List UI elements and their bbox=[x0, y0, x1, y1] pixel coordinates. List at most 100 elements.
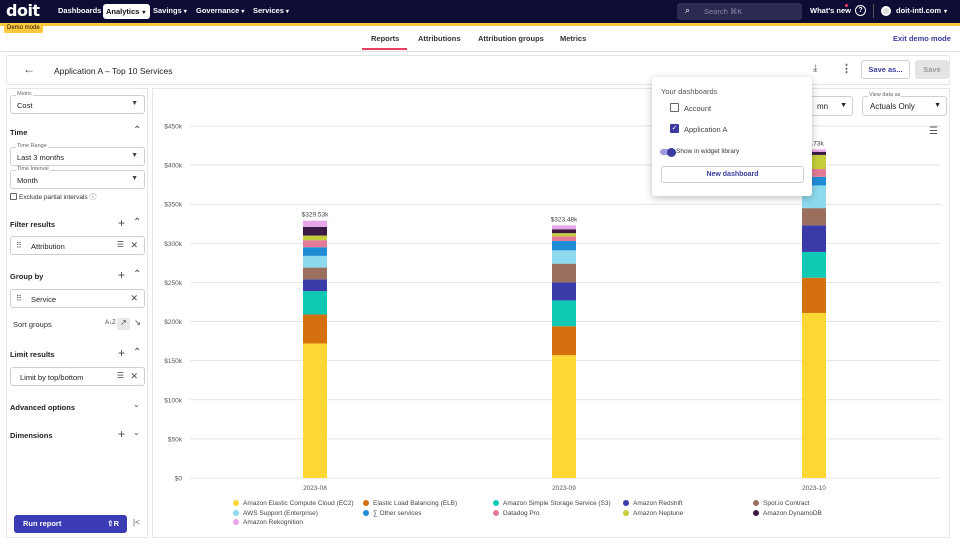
checkbox-checked-icon: ✓ bbox=[670, 124, 679, 133]
nav-dashboards[interactable]: Dashboards bbox=[58, 6, 102, 15]
legend-label: Spot.io Contract bbox=[763, 500, 810, 507]
report-config-sidebar: Metric Cost ▼ Time ⌃ Time Range Last 3 m… bbox=[6, 88, 148, 538]
drag-handle-icon[interactable]: ⠿ bbox=[16, 241, 22, 250]
save-as-button[interactable]: Save as... bbox=[861, 60, 910, 79]
metric-select[interactable]: Metric Cost ▼ bbox=[10, 91, 145, 114]
tab-reports[interactable]: Reports bbox=[371, 34, 400, 43]
add-icon[interactable]: + bbox=[118, 216, 126, 230]
dimensions-heading[interactable]: Dimensions bbox=[10, 431, 53, 440]
legend-item[interactable]: Spot.io Contract bbox=[753, 500, 810, 507]
sort-trend-up-icon[interactable]: ↗ bbox=[117, 318, 130, 330]
chevron-up-icon[interactable]: ⌃ bbox=[133, 347, 142, 358]
account-name[interactable]: doit-intl.com ▾ bbox=[896, 6, 947, 15]
metric-value: Cost bbox=[17, 101, 33, 110]
info-icon: ⓘ bbox=[89, 194, 97, 201]
save-button[interactable]: Save bbox=[915, 60, 949, 79]
limit-top-bottom-chip[interactable]: Limit by top/bottom ☰ ✕ bbox=[10, 367, 145, 386]
legend-item[interactable]: Amazon Redshift bbox=[623, 500, 683, 507]
bar-total-label: $4.73k bbox=[804, 140, 824, 147]
legend-item[interactable]: Amazon Rekognition bbox=[233, 519, 303, 526]
legend-item[interactable]: Elastic Load Balancing (ELB) bbox=[363, 500, 457, 507]
legend-swatch bbox=[493, 500, 499, 506]
run-report-shortcut: ⇧R bbox=[107, 519, 119, 528]
filter-results-heading: Filter results bbox=[10, 220, 56, 229]
legend-item[interactable]: Amazon Neptune bbox=[623, 509, 683, 517]
legend-swatch bbox=[363, 500, 369, 506]
legend-swatch bbox=[623, 509, 629, 516]
legend-swatch bbox=[233, 519, 239, 525]
tab-attributions[interactable]: Attributions bbox=[418, 34, 461, 43]
service-group-chip[interactable]: ⠿ Service ✕ bbox=[10, 289, 145, 308]
legend-item[interactable]: Amazon Simple Storage Service (S3) bbox=[493, 500, 611, 507]
y-tick-label: $50k bbox=[168, 436, 183, 443]
filter-icon[interactable]: ☰ bbox=[116, 371, 124, 380]
run-report-button[interactable]: Run report ⇧R bbox=[14, 515, 127, 533]
y-tick-label: $250k bbox=[164, 280, 182, 287]
legend-item[interactable]: Amazon Elastic Compute Cloud (EC2) bbox=[233, 500, 354, 507]
attribution-filter-chip[interactable]: ⠿ Attribution ☰ ✕ bbox=[10, 236, 145, 255]
bar-total-label: $329.53k bbox=[302, 212, 329, 219]
chevron-up-icon[interactable]: ⌃ bbox=[133, 125, 142, 136]
tab-metrics[interactable]: Metrics bbox=[560, 34, 587, 43]
bar-segment bbox=[552, 240, 576, 251]
whats-new-link[interactable]: What's new bbox=[810, 6, 851, 15]
bar-segment bbox=[552, 233, 576, 237]
chevron-down-icon[interactable]: ⌄ bbox=[133, 428, 140, 437]
new-dashboard-button[interactable]: New dashboard bbox=[661, 166, 804, 183]
sort-alpha-icon[interactable]: A↓Z bbox=[105, 320, 116, 326]
view-data-as-label: View data as bbox=[868, 92, 902, 98]
time-range-select[interactable]: Time Range Last 3 months ▼ bbox=[10, 143, 145, 166]
chevron-down-icon: ▾ bbox=[183, 9, 187, 15]
filter-icon[interactable]: ☰ bbox=[116, 240, 124, 249]
more-vert-icon[interactable]: ⋮ bbox=[841, 63, 852, 75]
bar-segment bbox=[303, 255, 327, 268]
tab-attribution-groups[interactable]: Attribution groups bbox=[478, 34, 544, 43]
report-title[interactable]: Application A – Top 10 Services bbox=[54, 66, 173, 76]
chevron-down-icon: ▾ bbox=[944, 9, 948, 15]
widget-library-toggle[interactable] bbox=[660, 147, 676, 157]
drag-handle-icon[interactable]: ⠿ bbox=[16, 294, 22, 303]
add-icon[interactable]: + bbox=[118, 427, 126, 441]
nav-services[interactable]: Services ▾ bbox=[253, 6, 289, 15]
add-icon[interactable]: + bbox=[118, 268, 126, 282]
help-icon[interactable]: ? bbox=[855, 5, 866, 16]
exit-demo-mode-link[interactable]: Exit demo mode bbox=[893, 34, 951, 43]
account-avatar-icon[interactable] bbox=[881, 6, 891, 16]
close-icon[interactable]: ✕ bbox=[130, 293, 138, 303]
legend-item[interactable]: Amazon DynamoDB bbox=[753, 509, 822, 517]
view-data-as-select[interactable]: View data as Actuals Only ▼ bbox=[862, 92, 947, 116]
bar-segment bbox=[552, 263, 576, 283]
chevron-up-icon[interactable]: ⌃ bbox=[133, 269, 142, 280]
nav-services-label: Services bbox=[253, 6, 284, 15]
dashboard-application-a-checkbox[interactable]: ✓ bbox=[670, 124, 682, 134]
download-icon[interactable]: ⤓ bbox=[813, 63, 818, 74]
time-interval-label: Time Interval bbox=[16, 166, 50, 172]
time-interval-select[interactable]: Time Interval Month ▼ bbox=[10, 166, 145, 189]
sort-trend-down-icon[interactable]: ↘ bbox=[134, 318, 141, 327]
legend-item[interactable]: ∑ Other services bbox=[363, 509, 421, 517]
legend-item[interactable]: Datadog Pro bbox=[493, 509, 540, 517]
exclude-partial-checkbox[interactable]: Exclude partial intervals ⓘ bbox=[10, 192, 96, 202]
dashboard-account-label[interactable]: Account bbox=[684, 104, 712, 113]
chevron-up-icon[interactable]: ⌃ bbox=[133, 217, 142, 228]
chevron-down-icon[interactable]: ⌄ bbox=[133, 400, 140, 409]
nav-governance[interactable]: Governance ▾ bbox=[196, 6, 244, 15]
nav-analytics[interactable]: Analytics ▾ bbox=[103, 4, 150, 19]
legend-swatch bbox=[753, 500, 759, 506]
time-heading: Time bbox=[10, 128, 28, 137]
add-icon[interactable]: + bbox=[118, 346, 126, 360]
dashboard-application-a-label[interactable]: Application A bbox=[684, 125, 728, 134]
back-arrow-icon[interactable]: ← bbox=[23, 62, 35, 76]
legend-label: Amazon Simple Storage Service (S3) bbox=[503, 500, 611, 507]
advanced-options-heading[interactable]: Advanced options bbox=[10, 403, 76, 412]
collapse-sidebar-icon[interactable]: |< bbox=[133, 518, 140, 527]
search-placeholder: Search ⌘K bbox=[704, 7, 743, 16]
doit-logo[interactable]: doit bbox=[6, 1, 40, 20]
nav-savings[interactable]: Savings ▾ bbox=[153, 6, 187, 15]
search-input[interactable]: ⌕ Search ⌘K bbox=[677, 3, 802, 20]
close-icon[interactable]: ✕ bbox=[130, 371, 138, 381]
legend-item[interactable]: AWS Support (Enterprise) bbox=[233, 509, 318, 517]
chart-menu-icon[interactable]: ☰ bbox=[929, 126, 938, 137]
dashboard-account-checkbox[interactable] bbox=[670, 103, 682, 113]
close-icon[interactable]: ✕ bbox=[130, 240, 138, 250]
